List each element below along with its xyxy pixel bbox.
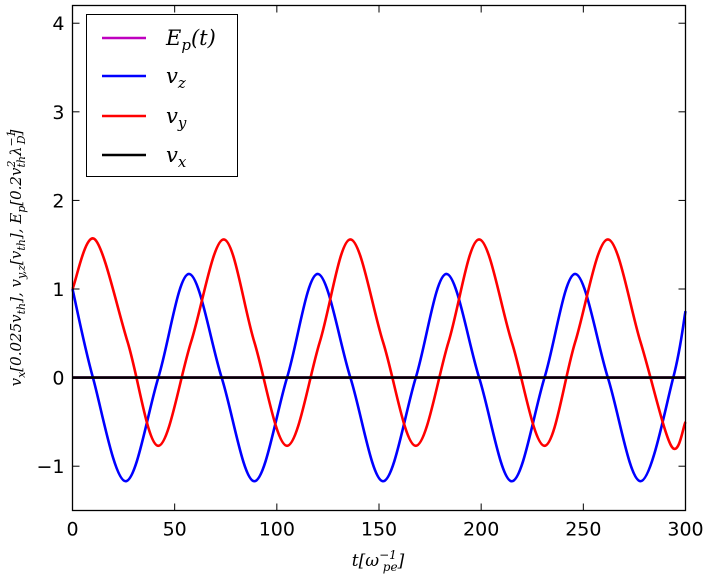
x-tick-label: 250	[565, 519, 601, 541]
y-tick-label: 4	[52, 13, 64, 35]
y-tick-label: 0	[52, 368, 64, 390]
x-tick-label: 100	[259, 519, 295, 541]
legend-label-e-p-t: Ep(t)	[165, 26, 216, 54]
legend-box	[86, 14, 238, 177]
series-line-v-z	[71, 272, 687, 483]
y-tick-label: 3	[52, 102, 64, 124]
y-axis-label: vx[0.025vth], vy,z[vth], Ep[0.2v2thλ−1D]	[5, 129, 28, 386]
plot-frame	[71, 4, 687, 512]
legend-label-v-z: vz	[166, 64, 186, 92]
svg-text:vx[0.025vth], vy,z[vth], Ep[0.: vx[0.025vth], vy,z[vth], Ep[0.2v2thλ−1D]	[5, 129, 28, 386]
x-axis-label: t[ω−1 pe]	[352, 548, 405, 574]
series-line-v-y	[71, 237, 687, 451]
x-tick-label: 0	[66, 519, 78, 541]
x-tick-label: 300	[667, 519, 703, 541]
legend-label-v-y: vy	[166, 104, 187, 132]
x-tick-label: 50	[163, 519, 187, 541]
x-tick-label: 200	[463, 519, 499, 541]
y-tick-label: −1	[36, 456, 64, 478]
legend: Ep(t) vz vy vx	[86, 14, 238, 177]
axis-ticks: 0 50 100 150 200 250 300 −1 0 1 2 3 4	[36, 5, 704, 541]
x-tick-label: 150	[361, 519, 397, 541]
y-tick-label: 1	[52, 279, 64, 301]
plot-area	[71, 237, 687, 483]
y-tick-label: 2	[52, 190, 64, 212]
legend-label-v-x: vx	[166, 143, 187, 171]
